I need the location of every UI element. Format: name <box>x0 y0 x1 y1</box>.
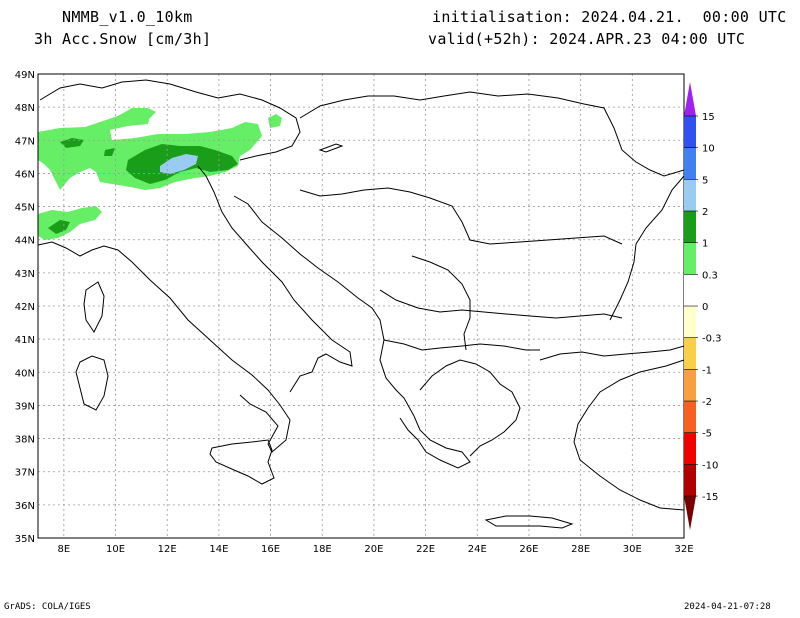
border-north-2 <box>299 91 685 177</box>
lat-label: 41N <box>15 335 35 346</box>
valid-time: valid(+52h): 2024.APR.23 04:00 UTC <box>428 30 746 48</box>
colorbar-label: -2 <box>702 397 712 408</box>
colorbar-label: 10 <box>702 144 715 155</box>
lon-label: 12E <box>158 544 177 555</box>
colorbar-box <box>684 432 696 465</box>
colorbar-label: 15 <box>702 112 715 123</box>
colorbar-box <box>684 274 696 307</box>
init-time: initialisation: 2024.04.21. 00:00 UTC <box>432 8 787 26</box>
border-balkan-1 <box>299 187 623 245</box>
snow-area-mid-3 <box>48 220 70 234</box>
coast-lake <box>318 143 344 153</box>
colorbar-labels: 15 10 5 2 1 0.3 0 -0.3 -1 -2 -5 -10 -15 <box>684 112 722 503</box>
lat-label: 37N <box>15 468 35 479</box>
colorbar-box <box>684 211 696 243</box>
coast-balkans <box>233 195 471 469</box>
lat-label: 35N <box>15 534 35 545</box>
colorbar-bottom-cap <box>684 496 696 530</box>
footer-timestamp: 2024-04-21-07:28 <box>684 602 771 612</box>
colorbar-box <box>684 464 696 497</box>
snow-areas <box>38 108 282 240</box>
snow-area-mid-4 <box>104 148 115 156</box>
colorbar-box <box>684 401 696 433</box>
lat-label: 40N <box>15 368 35 379</box>
lon-label: 18E <box>313 544 332 555</box>
snow-area-alps-east <box>268 114 282 128</box>
colorbar-label: 0.3 <box>702 270 718 281</box>
colorbar-box <box>684 179 696 212</box>
lat-label: 49N <box>15 70 35 81</box>
snow-area-heavy <box>160 154 198 174</box>
grid-lines <box>38 74 684 538</box>
lat-label: 47N <box>15 136 35 147</box>
lon-label: 24E <box>468 544 487 555</box>
lon-label: 32E <box>674 544 693 555</box>
colorbar-boxes <box>684 116 696 497</box>
coast-corsica <box>83 281 105 333</box>
snow-area-alps-north <box>118 108 156 120</box>
lat-label: 39N <box>15 401 35 412</box>
lat-label: 43N <box>15 269 35 280</box>
longitude-labels: 8E 10E 12E 14E 16E 18E 20E 22E 24E 26E 28E 30E 32E <box>57 544 693 555</box>
colorbar-label: -15 <box>702 492 718 503</box>
colorbar-label: 2 <box>702 207 708 218</box>
coast-italy-east <box>197 165 353 393</box>
lat-label: 36N <box>15 501 35 512</box>
colorbar-box <box>684 147 696 180</box>
lon-label: 28E <box>571 544 590 555</box>
colorbar-box <box>684 337 696 370</box>
lat-label: 45N <box>15 203 35 214</box>
colorbar-label: -5 <box>702 429 712 440</box>
coast-greece-aegean <box>419 359 521 457</box>
colorbar-label: 5 <box>702 175 708 186</box>
lon-label: 8E <box>57 544 70 555</box>
colorbar-box <box>684 242 696 275</box>
coastlines <box>37 79 685 529</box>
colorbar-label: 0 <box>702 302 708 313</box>
colorbar: 15 10 5 2 1 0.3 0 -0.3 -1 -2 -5 -10 -15 <box>684 82 722 530</box>
colorbar-label: 1 <box>702 239 708 250</box>
lat-label: 48N <box>15 103 35 114</box>
lon-label: 22E <box>416 544 435 555</box>
colorbar-top-cap <box>684 82 696 116</box>
coast-sardinia <box>75 355 109 411</box>
lat-label: 46N <box>15 169 35 180</box>
lon-label: 14E <box>209 544 228 555</box>
lon-label: 16E <box>261 544 280 555</box>
field-name: 3h Acc.Snow [cm/3h] <box>34 30 212 48</box>
lon-label: 26E <box>519 544 538 555</box>
footer-credit: GrADS: COLA/IGES <box>4 602 91 612</box>
border-north-1 <box>39 79 301 161</box>
latitude-labels: 49N 48N 47N 46N 45N 44N 43N 42N 41N 40N 39N 38N 37N 3… <box>15 70 35 545</box>
colorbar-box <box>684 116 696 148</box>
colorbar-label: -1 <box>702 365 712 376</box>
lat-label: 42N <box>15 302 35 313</box>
lon-label: 30E <box>623 544 642 555</box>
colorbar-label: -10 <box>702 460 718 471</box>
colorbar-box <box>684 306 696 338</box>
coast-sicily <box>209 439 275 485</box>
coast-black-sea <box>609 175 685 321</box>
lon-label: 10E <box>106 544 125 555</box>
coast-italy-west <box>37 241 291 453</box>
border-balkan-4 <box>383 339 540 351</box>
snow-area-maritime-alps <box>38 206 102 240</box>
border-balkan-3 <box>411 255 471 351</box>
lat-label: 38N <box>15 435 35 446</box>
border-balkan-2 <box>379 289 623 319</box>
lon-label: 20E <box>364 544 383 555</box>
coast-turkey <box>539 345 685 511</box>
coast-crete <box>484 515 574 529</box>
model-name: NMMB_v1.0_10km <box>62 8 193 26</box>
lat-label: 44N <box>15 236 35 247</box>
colorbar-box <box>684 369 696 402</box>
colorbar-label: -0.3 <box>702 334 722 345</box>
